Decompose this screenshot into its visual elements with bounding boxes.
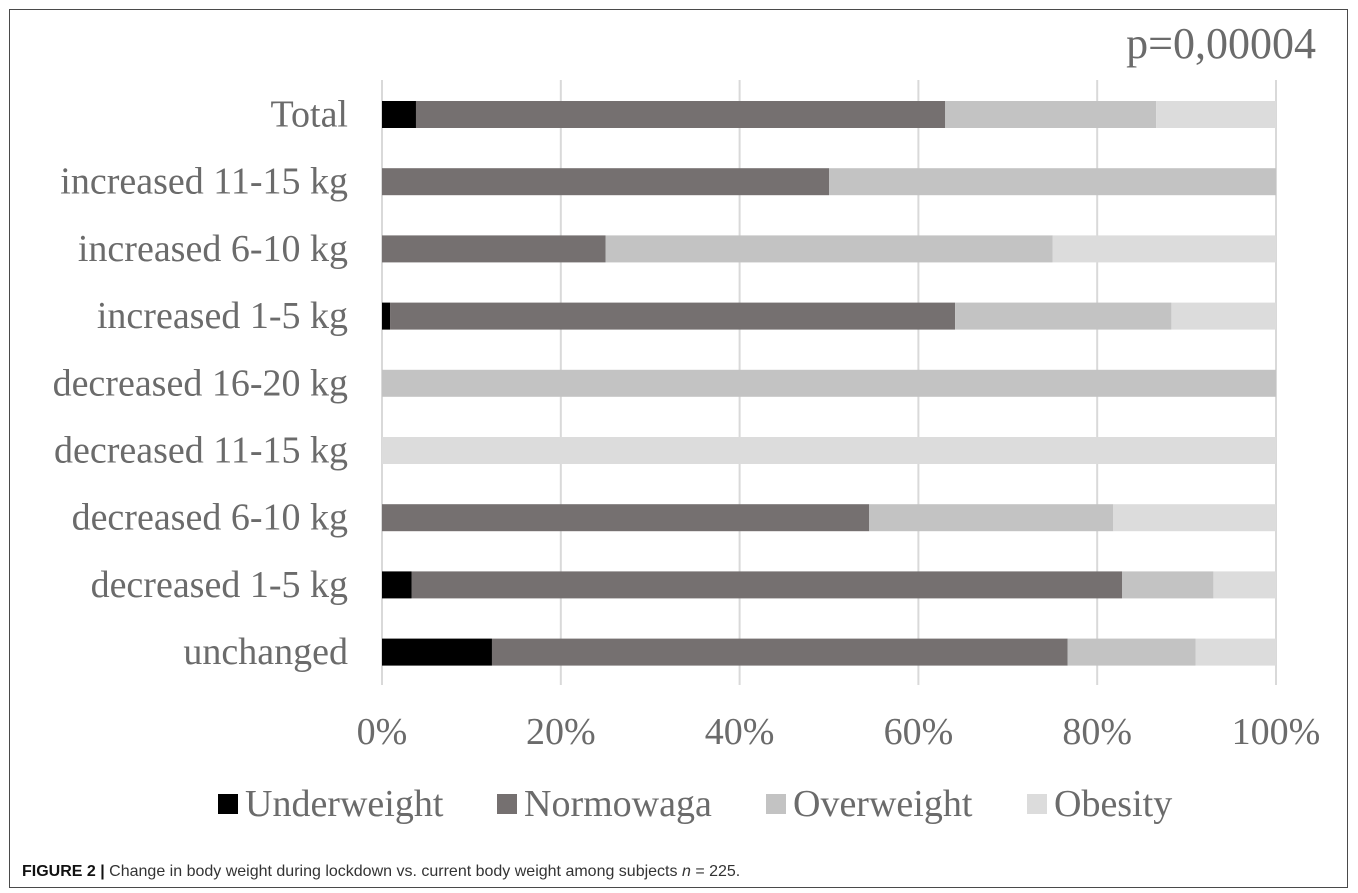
legend-swatch bbox=[497, 794, 517, 814]
p-value-annotation: p=0,00004 bbox=[1126, 19, 1316, 68]
caption-n-symbol: n bbox=[681, 863, 691, 880]
category-label: decreased 16-20 kg bbox=[53, 362, 348, 404]
caption-text: Change in body weight during lockdown vs… bbox=[109, 863, 678, 880]
legend-item-obesity: Obesity bbox=[1027, 783, 1172, 825]
bar-segment-underweight bbox=[382, 571, 412, 599]
category-label: Total bbox=[270, 94, 348, 136]
x-tick-label: 60% bbox=[884, 711, 954, 753]
bar-segment-overweight bbox=[1122, 571, 1214, 599]
x-tick-label: 80% bbox=[1062, 711, 1132, 753]
category-label: increased 11-15 kg bbox=[60, 161, 348, 203]
legend-label: Underweight bbox=[245, 783, 444, 825]
bar-segment-underweight bbox=[382, 302, 391, 330]
stacked-bar-chart: Total increased 11-15 kg increased 6-10 kg… bbox=[53, 19, 1321, 825]
legend-swatch bbox=[218, 794, 238, 814]
bar-segment-normowaga bbox=[382, 235, 606, 263]
bar-segment-obesity bbox=[1213, 571, 1276, 599]
x-tick-label: 100% bbox=[1232, 711, 1321, 753]
bar-segment-overweight bbox=[869, 504, 1114, 532]
bar-segment-normowaga bbox=[411, 571, 1123, 599]
figure-caption: FIGURE 2 | Change in body weight during … bbox=[22, 863, 740, 881]
legend-item-normowaga: Normowaga bbox=[497, 783, 712, 825]
legend-label: Obesity bbox=[1054, 783, 1172, 825]
bar-segment-underweight bbox=[382, 638, 492, 666]
caption-n-value: = 225. bbox=[695, 863, 741, 880]
bar-segment-overweight bbox=[1067, 638, 1196, 666]
category-label: decreased 11-15 kg bbox=[54, 430, 348, 472]
x-tick-label: 40% bbox=[705, 711, 775, 753]
legend-item-overweight: Overweight bbox=[766, 783, 973, 825]
bar-segment-obesity bbox=[1052, 235, 1276, 263]
bar-segment-overweight bbox=[605, 235, 1053, 263]
x-tick-label: 20% bbox=[526, 711, 596, 753]
legend-item-underweight: Underweight bbox=[218, 783, 444, 825]
bar-segment-obesity bbox=[1195, 638, 1276, 666]
legend-swatch bbox=[766, 794, 786, 814]
bar-segment-normowaga bbox=[382, 168, 829, 196]
category-label: decreased 1-5 kg bbox=[91, 564, 348, 606]
category-label: increased 6-10 kg bbox=[78, 228, 348, 270]
bar-segment-normowaga bbox=[491, 638, 1068, 666]
bar-segment-normowaga bbox=[382, 504, 870, 532]
category-label: unchanged bbox=[183, 631, 348, 673]
legend-label: Overweight bbox=[793, 783, 973, 825]
category-label: increased 1-5 kg bbox=[97, 295, 348, 337]
bar-segment-underweight bbox=[382, 101, 416, 128]
legend-label: Normowaga bbox=[524, 783, 712, 825]
bar-segment-normowaga bbox=[415, 101, 946, 128]
category-label: decreased 6-10 kg bbox=[72, 497, 348, 539]
caption-label: FIGURE 2 | bbox=[22, 863, 105, 880]
bar-segment-obesity bbox=[1113, 504, 1276, 532]
bar-segment-obesity bbox=[382, 437, 1276, 464]
bar-segment-overweight bbox=[382, 369, 1276, 397]
bar-segment-obesity bbox=[1156, 101, 1276, 128]
bar-segment-overweight bbox=[945, 101, 1157, 128]
legend-swatch bbox=[1027, 794, 1047, 814]
bar-segment-overweight bbox=[955, 302, 1172, 330]
bar-segment-normowaga bbox=[390, 302, 956, 330]
bar-segment-obesity bbox=[1171, 302, 1276, 330]
bar-segment-overweight bbox=[829, 168, 1276, 196]
x-tick-label: 0% bbox=[357, 711, 408, 753]
